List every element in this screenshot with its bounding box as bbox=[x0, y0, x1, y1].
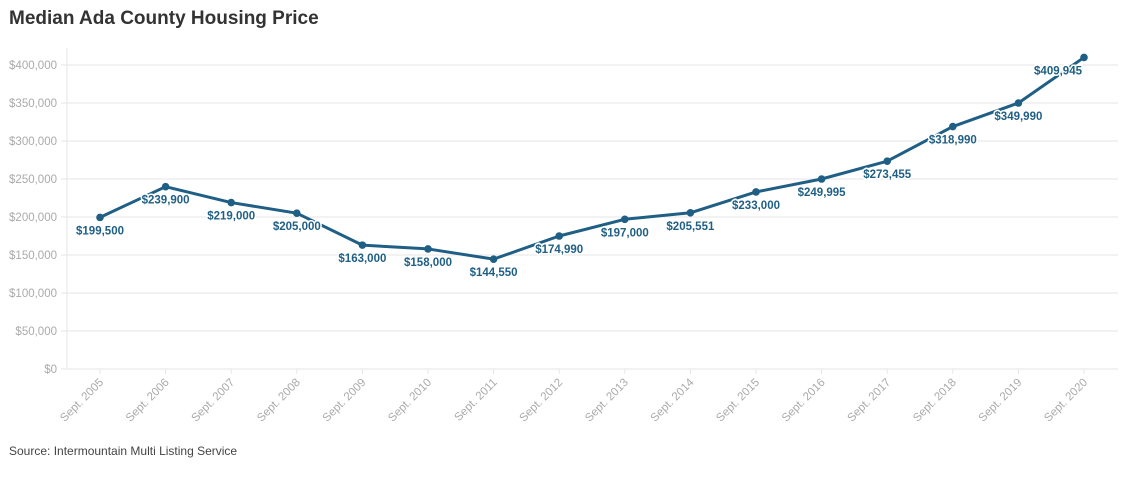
y-tick-label: $200,000 bbox=[9, 212, 57, 224]
data-point bbox=[752, 188, 760, 196]
data-point bbox=[358, 241, 367, 249]
x-tick-label: Sept. 2007 bbox=[189, 377, 237, 425]
data-label: $273,455 bbox=[863, 169, 912, 181]
data-point bbox=[96, 213, 104, 222]
y-tick-label: $0 bbox=[44, 364, 57, 376]
data-point bbox=[555, 232, 563, 240]
x-tick-label: Sept. 2019 bbox=[977, 377, 1025, 425]
data-point bbox=[161, 182, 170, 191]
x-tick-label: Sept. 2011 bbox=[452, 377, 499, 424]
series-line bbox=[99, 56, 1085, 261]
x-tick-label: Sept. 2008 bbox=[255, 377, 303, 425]
x-tick-label: Sept. 2014 bbox=[649, 376, 697, 424]
y-tick-label: $50,000 bbox=[15, 326, 57, 338]
x-tick-label: Sept. 2016 bbox=[780, 377, 828, 425]
x-tick-label: Sept. 2012 bbox=[517, 377, 565, 425]
data-label: $197,000 bbox=[601, 227, 649, 239]
y-tick-label: $250,000 bbox=[9, 174, 57, 186]
x-tick-label: Sept. 2017 bbox=[845, 377, 893, 425]
x-tick-label: Sept. 2010 bbox=[386, 377, 434, 425]
data-label: $205,551 bbox=[666, 221, 715, 233]
data-point bbox=[293, 209, 301, 217]
data-point bbox=[621, 215, 629, 224]
data-point bbox=[686, 208, 695, 217]
x-tick-label: Sept. 2005 bbox=[58, 377, 106, 425]
data-label: $318,990 bbox=[929, 135, 977, 147]
data-label: $249,995 bbox=[798, 187, 847, 199]
data-label: $163,000 bbox=[338, 253, 386, 265]
data-point bbox=[424, 245, 432, 253]
source-note: Source: Intermountain Multi Listing Serv… bbox=[9, 444, 238, 458]
data-point bbox=[883, 157, 891, 165]
y-tick-label: $100,000 bbox=[9, 288, 57, 300]
x-tick-label: Sept. 2018 bbox=[911, 377, 959, 425]
data-point bbox=[1014, 99, 1023, 107]
data-point bbox=[817, 175, 826, 183]
data-label: $158,000 bbox=[404, 257, 452, 269]
data-label: $233,000 bbox=[732, 200, 780, 212]
data-label: $409,945 bbox=[1034, 65, 1083, 77]
data-label: $349,990 bbox=[994, 111, 1042, 123]
data-label: $144,550 bbox=[470, 267, 518, 279]
data-label: $174,990 bbox=[535, 244, 583, 256]
x-tick-label: Sept. 2009 bbox=[321, 377, 369, 425]
y-tick-label: $300,000 bbox=[9, 136, 57, 148]
y-tick-label: $350,000 bbox=[9, 98, 57, 110]
x-tick-label: Sept. 2015 bbox=[714, 377, 762, 425]
data-point bbox=[489, 255, 498, 263]
data-point bbox=[1080, 53, 1088, 62]
x-tick-label: Sept. 2006 bbox=[124, 377, 172, 425]
data-point bbox=[949, 122, 957, 131]
data-label: $239,900 bbox=[142, 195, 190, 207]
chart-title: Median Ada County Housing Price bbox=[9, 8, 319, 29]
data-label: $199,500 bbox=[76, 225, 124, 237]
data-point bbox=[227, 198, 235, 207]
x-tick-label: Sept. 2013 bbox=[583, 377, 631, 425]
data-label: $205,000 bbox=[273, 221, 321, 233]
x-tick-label: Sept. 2020 bbox=[1042, 377, 1090, 425]
y-tick-label: $150,000 bbox=[9, 250, 57, 262]
data-label: $219,000 bbox=[207, 211, 255, 223]
y-tick-label: $400,000 bbox=[9, 60, 57, 72]
